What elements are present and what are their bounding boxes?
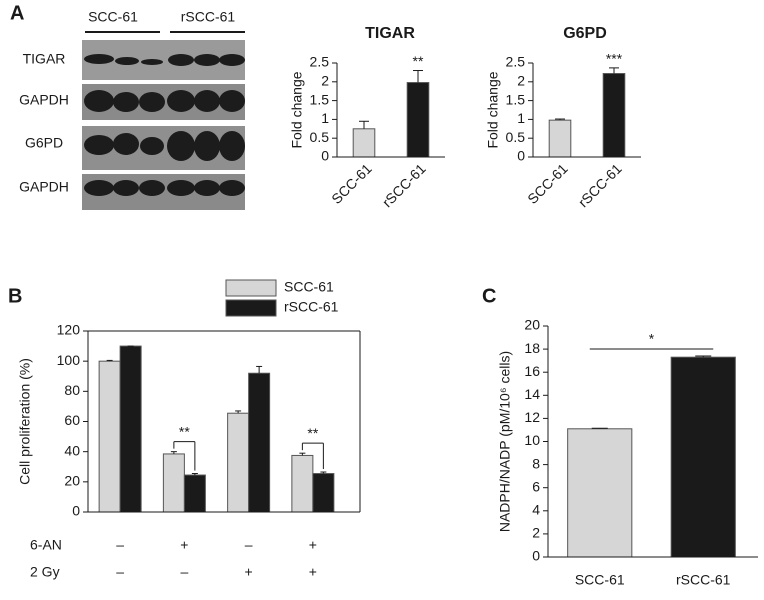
y-tick-label: 2.5 <box>310 54 330 70</box>
bar <box>670 356 736 558</box>
lane-group-label: SCC-61 <box>88 9 138 25</box>
y-tick-label: 6 <box>532 478 540 494</box>
bar <box>119 345 142 513</box>
y-tick-label: 1 <box>517 110 525 126</box>
y-tick-label: 80 <box>64 382 80 398</box>
y-tick-label: 20 <box>524 317 540 333</box>
y-tick-label: 1.5 <box>506 91 526 107</box>
condition-label: – <box>245 537 253 553</box>
annotation: ** <box>413 53 424 69</box>
y-tick-label: 4 <box>532 502 540 518</box>
y-tick-label: 0 <box>72 503 80 519</box>
condition-name: 6-AN <box>30 537 62 553</box>
bar <box>162 453 185 513</box>
y-tick-label: 12 <box>524 409 540 425</box>
x-tick-label: rSCC-61 <box>676 572 731 588</box>
y-tick-label: 0.5 <box>506 129 526 145</box>
x-tick-label: SCC-61 <box>575 572 625 588</box>
condition-label: + <box>309 564 317 580</box>
legend-swatch <box>225 299 277 317</box>
blot-row-label: GAPDH <box>19 179 69 195</box>
annotation: *** <box>606 51 623 67</box>
y-tick-label: 1 <box>321 110 329 126</box>
legend-label: SCC-61 <box>284 279 334 295</box>
chart-title: TIGAR <box>365 25 415 42</box>
blot-row-label: GAPDH <box>19 92 69 108</box>
y-tick-label: 20 <box>64 473 80 489</box>
blot-row-label: TIGAR <box>23 51 66 67</box>
y-axis-label: Fold change <box>485 71 501 148</box>
bar <box>98 360 121 513</box>
condition-label: + <box>245 564 253 580</box>
y-tick-label: 0 <box>532 548 540 564</box>
blot-row-label: G6PD <box>25 135 63 151</box>
y-tick-label: 10 <box>524 432 540 448</box>
x-tick-label: SCC-61 <box>524 160 571 207</box>
condition-label: + <box>309 537 317 553</box>
condition-label: – <box>180 564 188 580</box>
y-tick-label: 100 <box>57 352 81 368</box>
condition-label: – <box>116 537 124 553</box>
y-tick-label: 2 <box>321 73 329 89</box>
y-tick-label: 1.5 <box>310 91 330 107</box>
legend-swatch <box>225 279 277 297</box>
y-tick-label: 0 <box>321 148 329 164</box>
panel-label: A <box>10 2 24 24</box>
bar <box>567 428 633 558</box>
x-tick-label: rSCC-61 <box>575 160 625 210</box>
chart-title: G6PD <box>563 25 607 42</box>
condition-label: + <box>180 537 188 553</box>
y-tick-label: 0.5 <box>310 129 330 145</box>
condition-label: – <box>116 564 124 580</box>
y-tick-label: 60 <box>64 412 80 428</box>
y-tick-label: 2.5 <box>506 54 526 70</box>
y-tick-label: 2 <box>532 525 540 541</box>
y-axis-label: Cell proliferation (%) <box>17 358 33 485</box>
y-axis-label: Fold change <box>289 71 305 148</box>
panel-label: B <box>8 285 22 307</box>
y-axis-label: NADPH/NADP (pM/10⁶ cells) <box>497 351 513 532</box>
bar <box>602 73 626 158</box>
panel-label: C <box>482 285 496 307</box>
condition-name: 2 Gy <box>30 564 60 580</box>
bar <box>227 412 250 513</box>
y-tick-label: 14 <box>524 386 540 402</box>
bar <box>183 474 206 513</box>
bar <box>312 473 335 513</box>
bar <box>548 119 572 158</box>
annotation: ** <box>179 423 190 439</box>
x-tick-label: rSCC-61 <box>379 160 429 210</box>
bar <box>248 372 271 513</box>
y-tick-label: 120 <box>57 322 81 338</box>
y-tick-label: 2 <box>517 73 525 89</box>
y-tick-label: 0 <box>517 148 525 164</box>
bar <box>406 82 430 158</box>
x-tick-label: SCC-61 <box>328 160 375 207</box>
y-tick-label: 8 <box>532 455 540 471</box>
annotation: ** <box>307 425 318 441</box>
annotation: * <box>649 331 655 347</box>
bar <box>352 128 376 158</box>
western-blot: SCC-61 rSCC-61 TIGAR GAPDH G6PD GAPDH <box>19 9 245 210</box>
bar <box>291 454 314 513</box>
y-tick-label: 16 <box>524 363 540 379</box>
lane-group-label: rSCC-61 <box>181 9 236 25</box>
y-tick-label: 18 <box>524 340 540 356</box>
y-tick-label: 40 <box>64 442 80 458</box>
legend-label: rSCC-61 <box>284 299 339 315</box>
